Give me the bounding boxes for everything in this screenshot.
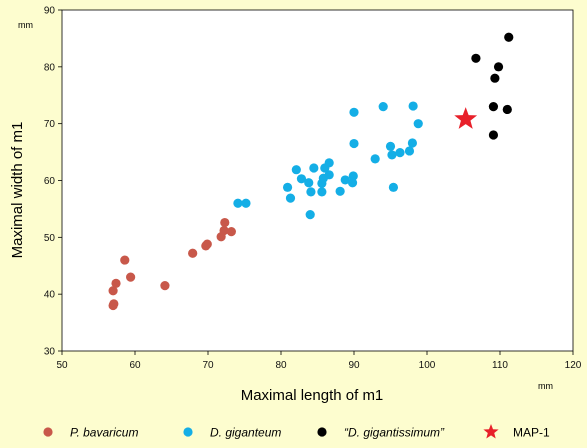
x-axis-title: Maximal length of m1 — [241, 387, 384, 404]
y-axis-unit: mm — [18, 20, 33, 30]
data-point-d-giganteum — [413, 119, 423, 129]
data-point-d-giganteum — [348, 171, 358, 181]
y-tick-label: 50 — [44, 233, 56, 244]
data-point-p-bavaricum — [220, 217, 230, 228]
data-point-p-bavaricum — [126, 272, 136, 282]
y-tick-label: 40 — [44, 290, 56, 301]
data-point-d-giganteum — [306, 187, 316, 197]
data-point-d-giganteum — [305, 210, 315, 220]
data-point-d-giganteum — [408, 101, 418, 111]
data-point-d-gigantissimum — [504, 32, 514, 42]
y-tick-label: 90 — [44, 6, 56, 17]
data-point-p-bavaricum — [219, 225, 229, 236]
data-point-d-giganteum — [335, 186, 345, 196]
data-point-d-giganteum — [296, 174, 307, 184]
data-point-p-bavaricum — [109, 299, 119, 309]
data-point-d-gigantissimum — [488, 130, 499, 140]
x-tick-label: 50 — [56, 360, 68, 371]
legend-label-d-gigantissimum: “D. gigantissimum” — [344, 426, 445, 440]
data-point-d-giganteum — [378, 102, 388, 112]
x-tick-label: 90 — [348, 360, 360, 371]
data-point-d-giganteum — [324, 170, 334, 180]
data-point-d-gigantissimum — [471, 53, 481, 63]
plot-area — [61, 9, 574, 352]
data-point-d-giganteum — [370, 154, 380, 164]
data-point-d-giganteum — [388, 182, 399, 192]
data-point-d-giganteum — [309, 163, 319, 173]
x-tick-label: 120 — [565, 360, 582, 371]
legend: P. bavaricum D. giganteum “D. gigantissimu… — [43, 424, 550, 440]
axis-ticks: 50 60 70 80 90 100 110 120 30 40 50 60 70 80 90 — [44, 6, 582, 372]
y-tick-label: 80 — [44, 62, 56, 73]
data-point-d-giganteum — [349, 107, 359, 117]
x-axis-unit: mm — [538, 381, 553, 391]
data-point-p-bavaricum — [226, 227, 236, 237]
data-point-d-gigantissimum — [488, 102, 499, 112]
x-tick-label: 70 — [202, 360, 214, 371]
x-tick-label: 110 — [492, 360, 508, 371]
y-tick-label: 60 — [44, 176, 56, 187]
data-point-d-gigantissimum — [490, 73, 500, 83]
data-point-d-giganteum — [340, 175, 350, 185]
data-point-d-gigantissimum — [493, 62, 504, 72]
x-tick-label: 60 — [129, 360, 141, 371]
data-point-d-giganteum — [387, 150, 397, 160]
y-axis-title: Maximal width of m1 — [9, 122, 26, 259]
legend-label-map-1: MAP-1 — [513, 426, 550, 440]
legend-label-d-giganteum: D. giganteum — [210, 426, 281, 440]
data-point-d-giganteum — [304, 178, 314, 188]
x-tick-label: 100 — [419, 360, 436, 371]
legend-marker-d-giganteum — [183, 427, 193, 437]
data-point-p-bavaricum — [111, 278, 121, 288]
data-point-d-giganteum — [347, 178, 358, 188]
legend-marker-d-gigantissimum — [317, 427, 327, 437]
data-point-p-bavaricum — [160, 281, 170, 291]
legend-label-p-bavaricum: P. bavaricum — [70, 426, 138, 440]
data-point-map-1 — [454, 107, 478, 129]
data-point-d-giganteum — [349, 138, 359, 149]
y-tick-label: 30 — [44, 347, 56, 358]
data-point-d-giganteum — [395, 148, 405, 158]
data-point-d-giganteum — [404, 146, 415, 156]
y-tick-label: 70 — [44, 119, 56, 130]
data-point-d-giganteum — [317, 187, 327, 197]
data-point-d-giganteum — [407, 138, 417, 148]
data-point-p-bavaricum — [120, 255, 130, 265]
data-point-d-giganteum — [385, 141, 396, 151]
data-point-d-giganteum — [291, 165, 301, 175]
data-point-d-giganteum — [241, 198, 251, 208]
data-point-d-giganteum — [324, 158, 334, 168]
data-point-d-giganteum — [285, 193, 296, 203]
data-points — [108, 32, 514, 311]
legend-marker-p-bavaricum — [43, 427, 53, 437]
data-point-d-gigantissimum — [502, 104, 512, 115]
data-point-d-giganteum — [282, 182, 293, 192]
legend-marker-map-1 — [483, 424, 499, 439]
data-point-p-bavaricum — [202, 239, 212, 249]
x-tick-label: 80 — [275, 360, 287, 371]
data-point-p-bavaricum — [188, 248, 198, 258]
data-point-d-giganteum — [233, 198, 243, 208]
data-point-p-bavaricum — [108, 286, 118, 296]
